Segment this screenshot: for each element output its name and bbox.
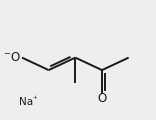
Text: Na: Na [19,96,33,107]
Text: $^{+}$: $^{+}$ [32,94,38,103]
Text: $^{-}$O: $^{-}$O [3,51,21,64]
Text: O: O [97,92,107,105]
